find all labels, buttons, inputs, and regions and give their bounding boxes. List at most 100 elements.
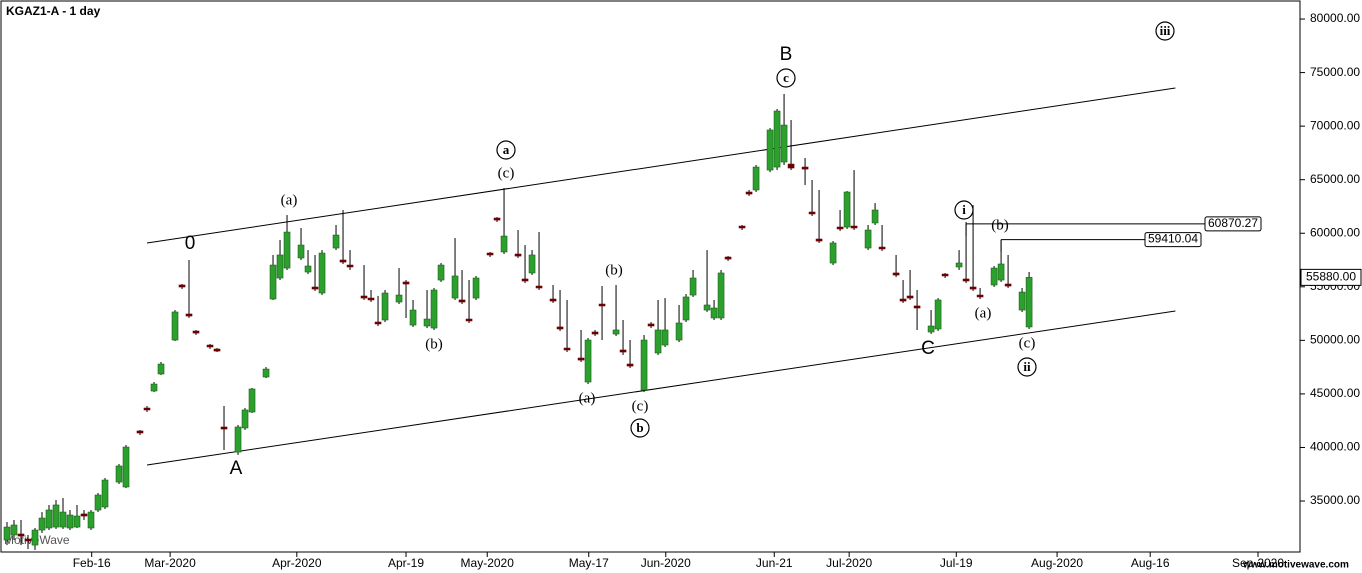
candle-body	[220, 426, 228, 430]
candle-body	[682, 296, 690, 321]
wave-circle	[776, 68, 796, 88]
candle-body	[178, 284, 186, 288]
candle-body	[549, 298, 557, 302]
candle-body	[94, 494, 102, 511]
candle-body	[871, 209, 879, 224]
candle-body	[136, 430, 144, 434]
candle-body	[38, 517, 46, 531]
candle-body	[367, 297, 375, 301]
candle-body	[115, 465, 123, 483]
candle-body	[899, 298, 907, 302]
candle-body	[843, 191, 851, 228]
x-tick-label: Apr-2020	[272, 556, 322, 570]
y-tick-label: 50000.00	[1310, 333, 1360, 347]
candle-body	[276, 254, 284, 279]
y-tick-label: 65000.00	[1310, 172, 1360, 186]
candle-body	[808, 211, 816, 215]
candle-body	[73, 515, 81, 528]
candle-body	[836, 226, 844, 230]
candle-body	[640, 339, 648, 391]
candle-body	[962, 278, 970, 282]
price-level-label: 59410.04	[1148, 232, 1198, 246]
candle-body	[59, 511, 67, 528]
candle-body	[297, 244, 305, 259]
x-tick-label: Aug-2020	[1031, 556, 1083, 570]
candle-body	[1025, 277, 1033, 328]
wave-circle	[954, 200, 974, 220]
candle-body	[31, 529, 39, 546]
candle-body	[206, 344, 214, 348]
y-tick-label: 75000.00	[1310, 65, 1360, 79]
candle-body	[913, 305, 921, 309]
y-tick-label: 80000.00	[1310, 11, 1360, 25]
candle-body	[850, 225, 858, 229]
candle-body	[675, 322, 683, 341]
chart-title: KGAZ1-A - 1 day	[6, 4, 101, 18]
wave-label: 0	[185, 233, 196, 254]
candle-body	[780, 124, 788, 163]
candle-body	[87, 511, 95, 529]
candle-body	[192, 330, 200, 334]
candle-body	[66, 514, 74, 529]
candle-body	[766, 129, 774, 171]
candle-body	[437, 264, 445, 281]
price-level-box	[1144, 232, 1202, 248]
price-level-label: 60870.27	[1208, 216, 1258, 230]
wave-label: A	[230, 458, 243, 479]
candle-body	[514, 253, 522, 257]
candle-body	[451, 275, 459, 299]
candle-body	[24, 538, 32, 542]
wave-circle	[1017, 357, 1037, 377]
x-tick-label: Jun-21	[756, 556, 793, 570]
candle-body	[556, 326, 564, 330]
candle-body	[3, 526, 11, 541]
candle-body	[535, 285, 543, 289]
candle-body	[241, 409, 249, 429]
candle-body	[486, 252, 494, 256]
wave-label: c	[783, 70, 789, 85]
candle-body	[577, 357, 585, 361]
candle-body	[381, 292, 389, 321]
candle-body	[346, 264, 354, 268]
candle-body	[934, 299, 942, 330]
candle-body	[234, 426, 242, 453]
candle-body	[318, 252, 326, 294]
candle-body	[997, 263, 1005, 281]
wave-label: (c)	[498, 165, 515, 181]
candle-body	[976, 294, 984, 298]
candle-body	[185, 313, 193, 317]
x-tick-label: Feb-16	[73, 556, 111, 570]
wave-label: (a)	[281, 192, 298, 208]
candle-body	[927, 325, 935, 333]
candle-body	[689, 277, 697, 296]
candle-body	[955, 262, 963, 268]
y-tick-label: 45000.00	[1310, 386, 1360, 400]
candle-body	[892, 272, 900, 276]
candle-body	[563, 347, 571, 351]
candle-body	[374, 321, 382, 325]
candle-body	[402, 281, 410, 285]
wave-label: (b)	[425, 336, 443, 352]
candle-body	[458, 299, 466, 303]
wave-circle	[1155, 21, 1175, 41]
candle-body	[724, 256, 732, 260]
wave-label: b	[636, 420, 643, 435]
candle-body	[787, 163, 795, 169]
wave-label: (a)	[975, 305, 992, 321]
candle-body	[990, 267, 998, 286]
candle-body	[395, 294, 403, 303]
candle-body	[1004, 283, 1012, 287]
candle-body	[969, 286, 977, 290]
candle-body	[45, 509, 53, 529]
wave-label: i	[962, 202, 966, 217]
candle-body	[262, 368, 270, 378]
y-tick-label: 35000.00	[1310, 493, 1360, 507]
candle-body	[1018, 291, 1026, 311]
x-tick-label: Mar-2020	[144, 556, 196, 570]
candle-body	[17, 533, 25, 537]
candle-body	[332, 234, 340, 249]
logo-bg	[1228, 556, 1362, 573]
candle-body	[248, 388, 256, 413]
candle-body	[493, 217, 501, 221]
y-tick-label: 40000.00	[1310, 440, 1360, 454]
